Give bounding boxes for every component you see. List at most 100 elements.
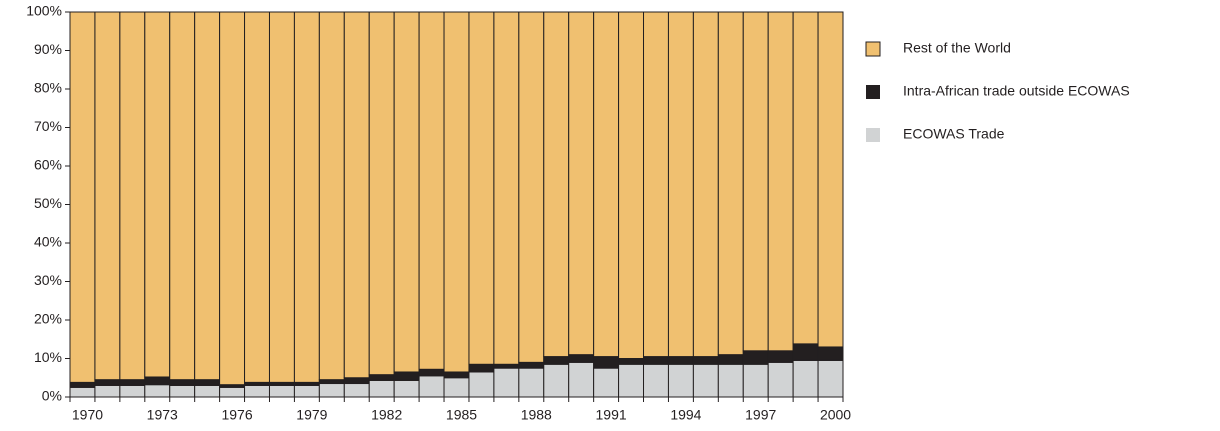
bar-segment: [418, 368, 445, 377]
bar-segment: [643, 363, 669, 398]
bar-segment: [268, 11, 295, 383]
bar-segment: [418, 375, 445, 398]
bar-segment: [518, 367, 545, 398]
bar-segment: [69, 381, 96, 388]
legend-swatch: [866, 85, 880, 99]
bar-segment: [717, 11, 744, 356]
bar-segment: [543, 11, 570, 358]
bar-segment: [69, 11, 96, 383]
bar-segment: [69, 386, 96, 398]
x-tick-label: 1979: [296, 407, 327, 423]
x-tick-label: 1991: [596, 407, 627, 423]
bar-segment: [393, 379, 420, 398]
y-tick-label: 90%: [34, 41, 62, 57]
bar-segment: [742, 11, 769, 352]
bar-segment: [169, 11, 196, 381]
x-tick-label: 1976: [221, 407, 252, 423]
bar-segment: [343, 11, 370, 379]
x-tick-label: 2000: [820, 407, 851, 423]
bar-segment: [568, 354, 595, 363]
bar-segment: [318, 383, 345, 398]
bar-segment: [318, 11, 345, 381]
bar-segment: [144, 11, 171, 378]
bar-segment: [94, 379, 121, 386]
bar-segment: [144, 384, 171, 398]
bar-segment: [119, 384, 146, 398]
bar-segment: [618, 358, 645, 365]
bar-segment: [817, 346, 844, 361]
x-tick-label: 1985: [446, 407, 477, 423]
bar-segment: [318, 379, 345, 385]
bar-segment: [169, 384, 196, 398]
bar-segment: [667, 363, 694, 398]
bar-segment: [767, 350, 794, 363]
legend-label: Rest of the World: [903, 40, 1011, 56]
bar-segment: [618, 11, 645, 359]
bar-segment: [468, 363, 495, 373]
bar-segment: [593, 367, 620, 398]
bar-segment: [418, 11, 445, 370]
bar-segment: [692, 363, 719, 398]
bar-segment: [219, 11, 246, 386]
legend-label: ECOWAS Trade: [903, 126, 1005, 142]
bar-segment: [343, 377, 370, 385]
bar-segment: [792, 359, 819, 398]
y-tick-label: 50%: [34, 195, 62, 211]
x-tick-label: 1982: [371, 407, 402, 423]
bar-segment: [568, 361, 595, 398]
bar-segment: [94, 384, 121, 398]
bar-segment: [493, 363, 520, 369]
bar-segment: [667, 356, 694, 365]
bar-segment: [119, 379, 146, 386]
bar-segment: [268, 384, 295, 398]
bar-segment: [618, 363, 645, 398]
bar-segment: [593, 356, 620, 369]
bar-segment: [244, 384, 270, 398]
bar-segment: [792, 343, 819, 361]
bar-segment: [219, 386, 246, 398]
bar-segment: [468, 11, 495, 365]
bar-segment: [742, 350, 769, 365]
y-tick-label: 20%: [34, 311, 62, 327]
bar-segment: [543, 363, 570, 398]
bar-segment: [717, 363, 744, 398]
bar-segment: [169, 379, 196, 386]
bar-segment: [443, 11, 470, 373]
legend-swatch: [866, 128, 880, 142]
x-tick-label: 1997: [745, 407, 776, 423]
y-tick-label: 0%: [42, 388, 62, 404]
legend-label: Intra-African trade outside ECOWAS: [903, 83, 1130, 99]
bar-segment: [368, 379, 395, 398]
bar-segment: [692, 356, 719, 365]
y-tick-label: 40%: [34, 234, 62, 250]
x-tick-label: 1994: [670, 407, 701, 423]
bar-segment: [643, 11, 669, 358]
bar-segment: [468, 371, 495, 398]
bar-segment: [742, 363, 769, 398]
bar-segment: [393, 371, 420, 381]
y-tick-label: 10%: [34, 349, 62, 365]
bar-segment: [493, 11, 520, 365]
bar-segment: [443, 377, 470, 398]
y-tick-label: 70%: [34, 118, 62, 134]
bar-segment: [792, 11, 819, 345]
y-tick-label: 100%: [26, 3, 62, 19]
bar-segment: [368, 11, 395, 376]
bar-segment: [817, 359, 844, 398]
bar-segment: [368, 374, 395, 381]
y-tick-label: 30%: [34, 272, 62, 288]
bar-segment: [293, 384, 320, 398]
bar-segment: [518, 361, 545, 369]
bar-segment: [568, 11, 595, 356]
bar-segment: [443, 371, 470, 379]
bar-segment: [493, 367, 520, 398]
y-tick-label: 80%: [34, 80, 62, 96]
x-tick-label: 1970: [72, 407, 103, 423]
bar-segment: [343, 383, 370, 398]
bar-segment: [817, 11, 844, 348]
bar-segment: [119, 11, 146, 381]
x-tick-label: 1973: [147, 407, 178, 423]
bar-segment: [518, 11, 545, 363]
bar-segment: [767, 11, 794, 352]
